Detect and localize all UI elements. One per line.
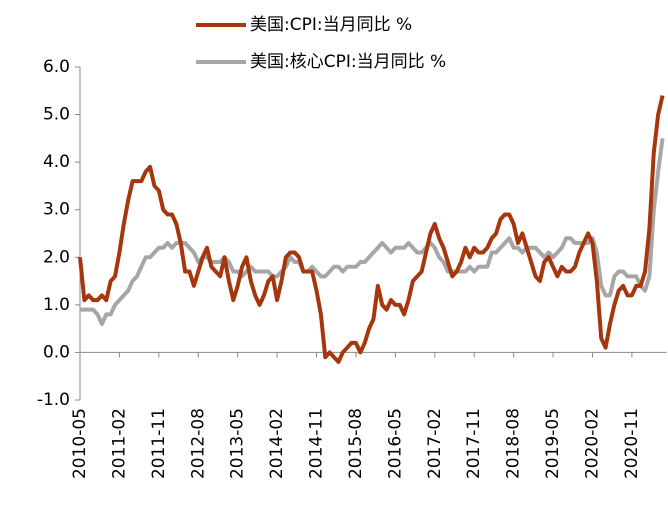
x-tick-label: 2011-11	[149, 408, 169, 479]
line-series	[80, 138, 665, 326]
x-tick-label: 2014-02	[267, 408, 287, 479]
y-tick-label: 5.0	[43, 105, 70, 125]
x-tick-label: 2011-02	[109, 408, 129, 479]
x-tick-label: 2015-08	[346, 408, 366, 479]
x-tick-label: 2018-08	[504, 408, 524, 479]
x-tick-label: 2020-02	[582, 408, 602, 479]
y-tick-label: 2.0	[43, 247, 70, 267]
x-tick-label: 2017-11	[464, 408, 484, 479]
y-tick-label: 4.0	[43, 152, 70, 172]
x-tick-label: 2014-11	[307, 408, 327, 479]
y-tick-label: 0.0	[43, 342, 70, 362]
x-tick-label: 2016-05	[385, 408, 405, 479]
legend-label: 美国:CPI:当月同比 %	[250, 15, 412, 35]
x-tick-label: 2020-11	[622, 408, 642, 479]
x-tick-label: 2017-02	[425, 408, 445, 479]
legend-label: 美国:核心CPI:当月同比 %	[250, 52, 446, 72]
x-tick-label: 2013-05	[228, 408, 248, 479]
y-tick-label: 3.0	[43, 200, 70, 220]
x-tick-label: 2019-05	[543, 408, 563, 479]
line-series	[78, 95, 665, 364]
x-tick-label: 2012-08	[188, 408, 208, 479]
y-tick-label: 6.0	[43, 57, 70, 77]
x-tick-label: 2010-05	[70, 408, 90, 479]
y-tick-label: -1.0	[37, 390, 70, 410]
y-tick-label: 1.0	[43, 295, 70, 315]
